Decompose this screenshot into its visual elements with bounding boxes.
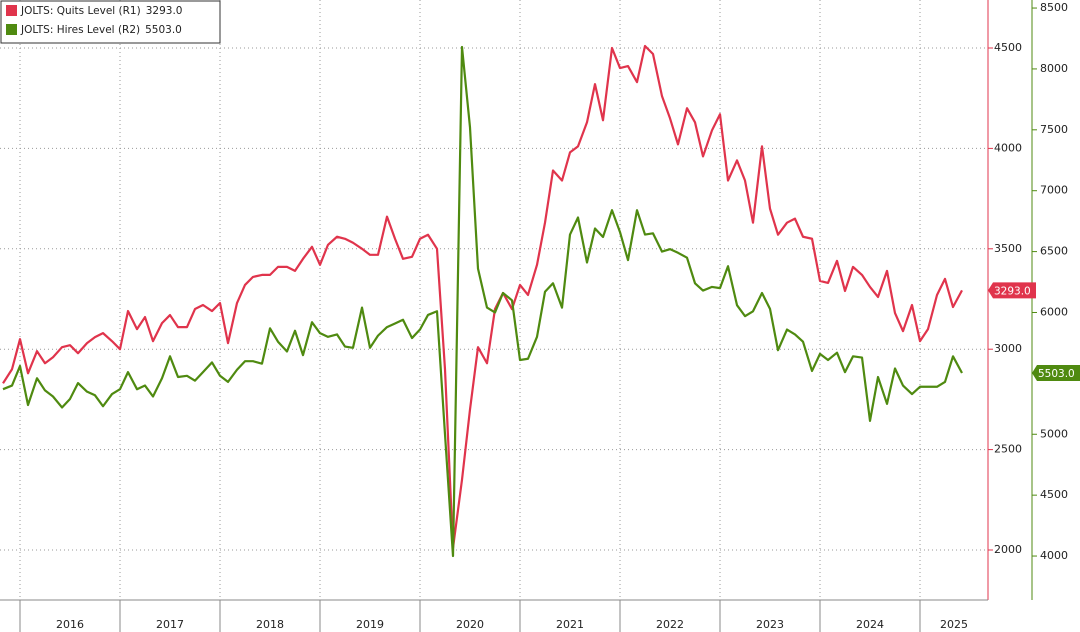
value-tag: 3293.0 [988, 282, 1036, 299]
x-tick-label: 2021 [556, 618, 584, 631]
y-tick-label: 3500 [994, 242, 1022, 255]
legend-value: 5503.0 [145, 24, 182, 36]
tag-shape [1032, 365, 1080, 382]
x-tick-label: 2016 [56, 618, 84, 631]
x-tick-label: 2022 [656, 618, 684, 631]
legend: JOLTS: Quits Level (R1) 3293.0 JOLTS: Hire… [0, 0, 221, 44]
y2-tick-label: 8500 [1040, 1, 1068, 14]
y2-tick-label: 4500 [1040, 488, 1068, 501]
legend-value: 3293.0 [146, 5, 183, 17]
legend-label: JOLTS: Quits Level (R1) 3293.0 [20, 5, 182, 17]
x-tick-label: 2023 [756, 618, 784, 631]
legend-name: JOLTS: Quits Level (R1) [20, 5, 141, 17]
y2-tick-label: 6000 [1040, 305, 1068, 318]
x-tick-label: 2024 [856, 618, 884, 631]
legend-box [0, 0, 221, 44]
y-tick-label: 4000 [994, 141, 1022, 154]
y2-tick-label: 4000 [1040, 549, 1068, 562]
x-tick-label: 2018 [256, 618, 284, 631]
y-tick-label: 2500 [994, 443, 1022, 456]
legend-swatch [6, 5, 17, 16]
value-tag: 5503.0 [1032, 365, 1080, 382]
legend-name: JOLTS: Hires Level (R2) [20, 24, 140, 36]
x-tick-label: 2017 [156, 618, 184, 631]
y2-tick-label: 7000 [1040, 184, 1068, 197]
legend-label: JOLTS: Hires Level (R2) 5503.0 [20, 24, 182, 36]
tag-shape [988, 282, 1036, 299]
series-line [2, 45, 963, 558]
tag-label: 5503.0 [1038, 368, 1075, 380]
y2-tick-label: 6500 [1040, 245, 1068, 258]
y2-tick-label: 8000 [1040, 62, 1068, 75]
y2-tick-label: 7500 [1040, 123, 1068, 136]
x-tick-label: 2019 [356, 618, 384, 631]
y2-tick-label: 5000 [1040, 427, 1068, 440]
legend-swatch [6, 24, 17, 35]
y-tick-label: 2000 [994, 543, 1022, 556]
x-tick-label: 2020 [456, 618, 484, 631]
series-line [2, 44, 963, 550]
tag-label: 3293.0 [994, 285, 1031, 297]
y-tick-label: 3000 [994, 342, 1022, 355]
x-tick-label: 2025 [940, 618, 968, 631]
y-tick-label: 4500 [994, 41, 1022, 54]
